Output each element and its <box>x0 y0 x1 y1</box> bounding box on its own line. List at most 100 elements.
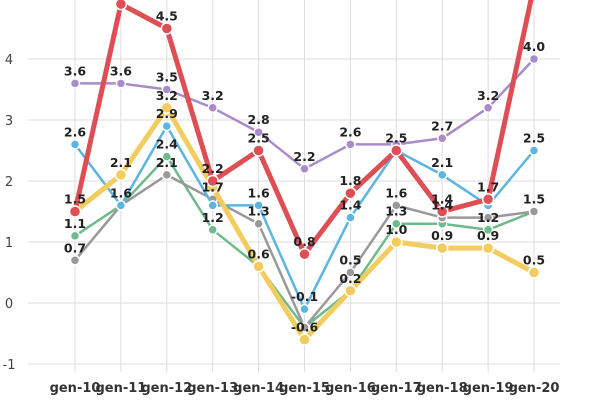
x-tick-label: gen-19 <box>463 381 514 396</box>
data-label: 1.3 <box>385 204 407 219</box>
data-point <box>69 78 81 89</box>
data-label: 1.8 <box>339 173 361 188</box>
data-label: 2.6 <box>64 124 86 139</box>
data-point <box>115 200 127 211</box>
data-point <box>436 169 448 181</box>
data-point <box>344 186 357 200</box>
data-label: 2.4 <box>156 137 178 152</box>
data-label: 1.2 <box>202 210 224 225</box>
data-point <box>207 200 218 211</box>
data-point <box>344 284 357 298</box>
data-label: 1.5 <box>64 192 86 207</box>
data-point <box>298 333 311 346</box>
data-label: 1.4 <box>339 198 361 213</box>
data-label: 0.7 <box>64 240 86 255</box>
x-tick-label: gen-11 <box>95 381 146 396</box>
data-point <box>207 224 218 236</box>
data-point <box>345 212 356 223</box>
y-tick-label: 1 <box>5 236 13 251</box>
data-label: 2.1 <box>431 155 453 170</box>
data-point <box>481 241 495 255</box>
data-point <box>161 120 173 132</box>
x-tick-label: gen-13 <box>187 381 238 396</box>
data-point <box>435 241 449 255</box>
data-point <box>391 218 402 229</box>
data-label: 3.2 <box>202 88 224 103</box>
data-point <box>253 200 264 211</box>
series-lines <box>68 0 541 346</box>
data-point <box>253 126 264 138</box>
data-label: 4.0 <box>523 39 545 54</box>
data-point <box>252 260 265 273</box>
x-tick-label: gen-18 <box>417 381 468 396</box>
data-point <box>68 205 82 218</box>
data-label: 3.2 <box>156 88 178 103</box>
data-label: 1.6 <box>248 185 270 200</box>
data-point <box>252 144 265 157</box>
data-point <box>69 255 81 266</box>
data-point <box>436 133 448 144</box>
data-label: 2.1 <box>156 155 178 170</box>
data-point <box>481 193 495 206</box>
data-point <box>390 235 403 249</box>
data-point <box>161 84 173 95</box>
data-point <box>391 200 402 211</box>
data-label: 3.2 <box>477 88 499 103</box>
data-point <box>482 102 494 114</box>
y-axis-ticks: -1 0 1 2 3 4 <box>3 53 16 373</box>
y-tick-label: 4 <box>5 53 13 68</box>
data-label: 0.8 <box>293 234 315 249</box>
data-label: 1.4 <box>431 198 453 213</box>
data-point <box>206 174 219 188</box>
data-point <box>390 144 403 157</box>
data-label: 1.4 <box>431 192 453 207</box>
data-point <box>299 163 310 175</box>
data-point <box>528 206 540 217</box>
data-label: 4.5 <box>156 9 178 24</box>
x-axis-ticks: gen-10gen-11gen-12gen-13gen-14gen-15gen-… <box>50 381 560 396</box>
data-point <box>69 139 81 150</box>
data-label: -0.1 <box>291 289 318 304</box>
x-tick-label: gen-12 <box>141 381 192 396</box>
data-point <box>207 102 218 114</box>
data-label: 3.5 <box>156 70 178 85</box>
data-point <box>528 145 540 156</box>
data-point <box>299 303 310 315</box>
data-label: 0.6 <box>248 246 270 261</box>
data-point <box>161 169 173 181</box>
data-point <box>253 218 264 229</box>
data-point <box>161 151 173 162</box>
data-label: 2.2 <box>202 161 224 176</box>
data-point <box>299 322 310 333</box>
data-point <box>69 230 81 242</box>
data-point <box>527 266 541 279</box>
data-label: 3.6 <box>64 63 86 78</box>
data-point <box>528 53 540 65</box>
data-point <box>482 224 494 236</box>
data-label: 2.2 <box>293 149 315 164</box>
y-tick-label: 2 <box>5 175 13 190</box>
data-label: 3.6 <box>110 63 132 78</box>
data-label: 2.5 <box>523 131 545 146</box>
data-labels: 3.6 3.6 3.5 3.2 2.8 2.2 2.6 2.7 3.2 4.0 1.1 2.4 1.2 1… <box>64 9 545 335</box>
y-tick-label: -1 <box>3 358 16 373</box>
data-label: 0.2 <box>339 271 361 286</box>
data-point <box>482 212 494 223</box>
data-point <box>160 101 174 115</box>
data-label: 0.9 <box>431 228 453 243</box>
data-label: 2.8 <box>248 112 270 127</box>
data-label: 1.7 <box>202 179 224 194</box>
data-point <box>435 205 449 218</box>
data-label: 2.5 <box>385 131 407 146</box>
data-label: 1.2 <box>477 210 499 225</box>
data-label: 0.9 <box>477 228 499 243</box>
data-label: 1.0 <box>385 222 407 237</box>
x-tick-label: gen-14 <box>233 381 284 396</box>
data-label: 1.5 <box>523 192 545 207</box>
data-label: 2.7 <box>431 118 453 133</box>
x-tick-label: gen-10 <box>50 381 101 396</box>
data-label: 2.5 <box>248 131 270 146</box>
x-tick-label: gen-20 <box>509 381 560 396</box>
data-point <box>345 139 356 150</box>
data-label: 1.3 <box>248 204 270 219</box>
